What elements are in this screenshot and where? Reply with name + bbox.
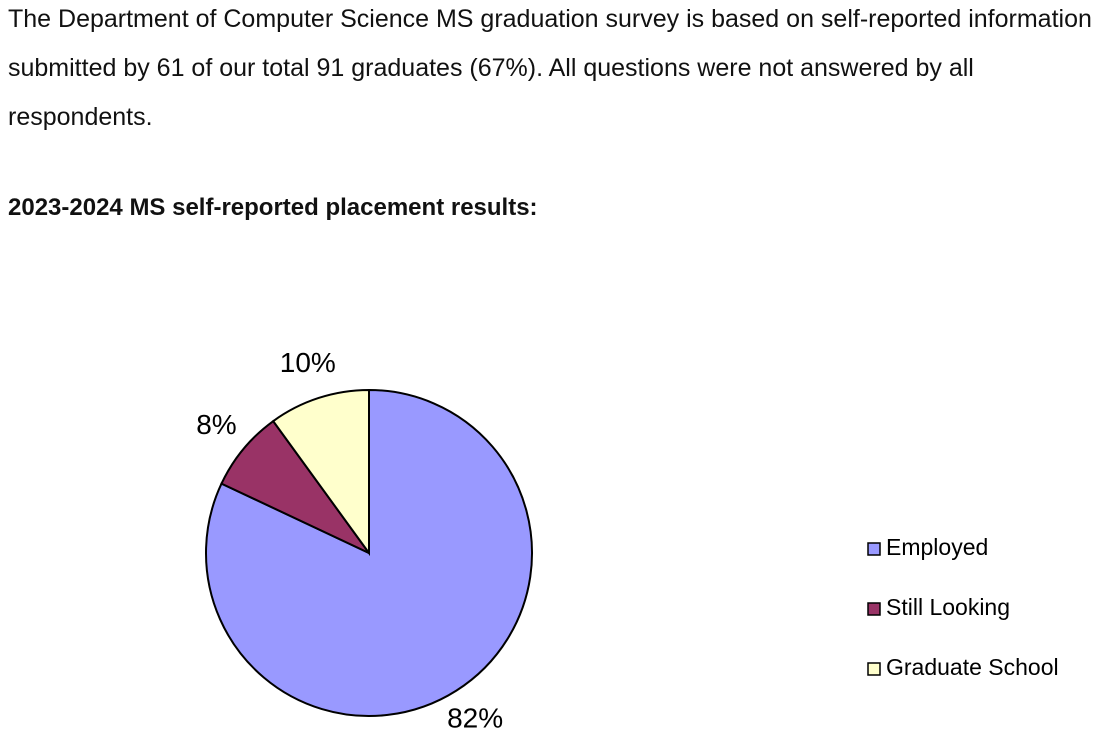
pie-slice [271, 388, 370, 557]
intro-paragraph: The Department of Computer Science MS gr… [8, 5, 1092, 131]
data-label: 8% [196, 409, 236, 440]
pie-chart: 82% 8% 10% Employed Still Looking Graduate Sc… [196, 347, 1059, 734]
legend-swatch [867, 542, 881, 556]
legend-swatch [867, 602, 881, 616]
data-label: 10% [280, 347, 336, 378]
legend-label: Graduate School [886, 654, 1059, 680]
section-heading: 2023-2024 MS self-reported placement res… [8, 194, 538, 221]
legend-swatch [867, 662, 881, 676]
legend-label: Employed [886, 534, 988, 560]
legend-label: Still Looking [886, 594, 1010, 620]
data-label: 82% [447, 703, 503, 734]
